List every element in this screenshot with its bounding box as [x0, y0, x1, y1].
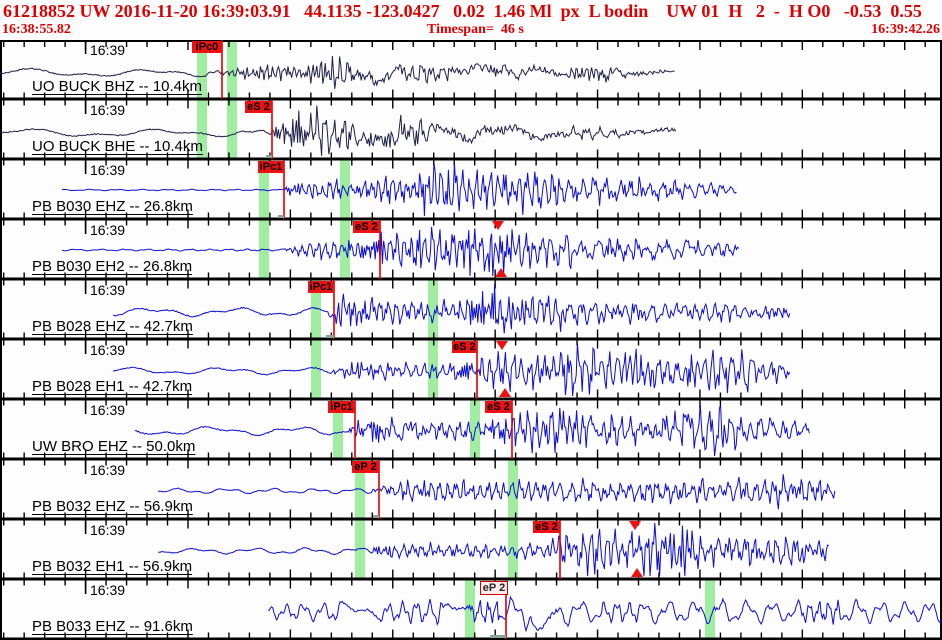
predicted-arrival-window	[259, 220, 269, 280]
station-label: UO BUCK BHE -- 10.4km	[32, 138, 203, 155]
panel-separator	[0, 97, 942, 101]
trace-waveform[interactable]	[157, 522, 829, 577]
plot-right-border	[940, 40, 942, 640]
coda-base-mark	[326, 335, 334, 338]
pick-flag[interactable]: iPc0	[192, 41, 222, 53]
panel-separator	[0, 277, 942, 281]
panel-separator	[0, 457, 942, 461]
minute-label: 16:39	[90, 342, 126, 358]
predicted-arrival-window	[428, 280, 438, 340]
trace-waveform[interactable]	[0, 105, 677, 156]
station-label: UW BRO EHZ -- 50.0km	[32, 438, 196, 455]
amplitude-pick-marker[interactable]	[495, 268, 507, 277]
panel-separator	[0, 637, 942, 640]
plot-left-border	[0, 40, 2, 640]
minute-label: 16:39	[90, 162, 126, 178]
minute-label: 16:39	[90, 222, 126, 238]
pick-flag[interactable]: iPc1	[258, 161, 284, 173]
predicted-arrival-window	[227, 40, 237, 100]
minute-label: 16:39	[90, 42, 126, 58]
amplitude-pick-marker[interactable]	[499, 388, 511, 397]
predicted-arrival-window	[355, 520, 365, 580]
coda-base-mark	[373, 515, 379, 518]
trace-waveform[interactable]	[112, 342, 791, 397]
amplitude-pick-marker[interactable]	[496, 341, 508, 350]
pick-flag[interactable]: eS 2	[245, 101, 272, 113]
panel-separator	[0, 217, 942, 221]
window-end-time: 16:39:42.26	[871, 22, 940, 37]
trace-waveform[interactable]	[134, 402, 810, 457]
station-label: PB B030 EH2 -- 26.8km	[32, 258, 193, 275]
minute-label: 16:39	[90, 102, 126, 118]
trace-waveform[interactable]	[268, 595, 942, 633]
predicted-arrival-window	[508, 520, 518, 580]
pick-flag[interactable]: eS 2	[353, 221, 380, 233]
minute-label: 16:39	[90, 582, 126, 598]
predicted-arrival-window	[197, 100, 207, 160]
panel-separator	[0, 337, 942, 341]
pick-flag[interactable]: eP 2	[352, 461, 379, 473]
time-bar: 16:38:55.82 Timespan= 46 s 16:39:42.26	[0, 22, 942, 38]
trace-waveform[interactable]	[112, 283, 791, 334]
station-label: PB B033 EHZ -- 91.6km	[32, 618, 193, 635]
coda-base-mark	[266, 155, 272, 158]
panel-separator	[0, 577, 942, 581]
predicted-arrival-window	[197, 40, 207, 100]
window-start-time: 16:38:55.82	[2, 22, 71, 37]
pick-flag[interactable]: eS 2	[452, 341, 477, 353]
predicted-arrival-window	[508, 460, 518, 520]
coda-base-mark	[490, 635, 506, 638]
station-label: PB B030 EHZ -- 26.8km	[32, 198, 193, 215]
panel-separator	[0, 397, 942, 401]
station-label: PB B028 EH1 -- 42.7km	[32, 378, 193, 395]
minute-label: 16:39	[90, 282, 126, 298]
predicted-arrival-window	[340, 220, 350, 280]
trace-waveform[interactable]	[61, 226, 740, 277]
station-label: PB B028 EHZ -- 42.7km	[32, 318, 193, 335]
station-label: PB B032 EHZ -- 56.9km	[32, 498, 193, 515]
predicted-arrival-window	[311, 280, 321, 340]
panel-separator	[0, 157, 942, 161]
panel-separator	[0, 517, 942, 521]
amplitude-pick-marker[interactable]	[492, 221, 504, 230]
minute-label: 16:39	[90, 522, 126, 538]
predicted-arrival-window	[465, 580, 475, 640]
pick-flag[interactable]: eS 2	[485, 401, 512, 413]
minute-label: 16:39	[90, 402, 126, 418]
amplitude-pick-marker[interactable]	[631, 568, 643, 577]
timespan-label: Timespan= 46 s	[427, 22, 524, 37]
predicted-arrival-window	[333, 400, 343, 460]
pick-flag[interactable]: iPc1	[308, 281, 334, 293]
pick-flag[interactable]: iPc1	[328, 401, 355, 413]
predicted-arrival-window	[355, 460, 365, 520]
predicted-arrival-window	[311, 340, 321, 400]
station-label: UO BUCK BHZ -- 10.4km	[32, 78, 203, 95]
coda-base-mark	[278, 215, 284, 218]
predicted-arrival-window	[227, 100, 237, 160]
trace-waveform[interactable]	[157, 474, 836, 510]
pick-flag[interactable]: eS 2	[533, 521, 560, 533]
pick-flag[interactable]: eP 2	[480, 581, 508, 595]
station-label: PB B032 EH1 -- 56.9km	[32, 558, 193, 575]
predicted-arrival-window	[705, 580, 715, 640]
event-summary-line: 61218852 UW 2016-11-20 16:39:03.91 44.11…	[3, 1, 922, 21]
amplitude-pick-marker[interactable]	[629, 521, 641, 530]
minute-label: 16:39	[90, 462, 126, 478]
trace-waveform[interactable]	[61, 162, 737, 217]
trace-waveform[interactable]	[0, 55, 675, 89]
